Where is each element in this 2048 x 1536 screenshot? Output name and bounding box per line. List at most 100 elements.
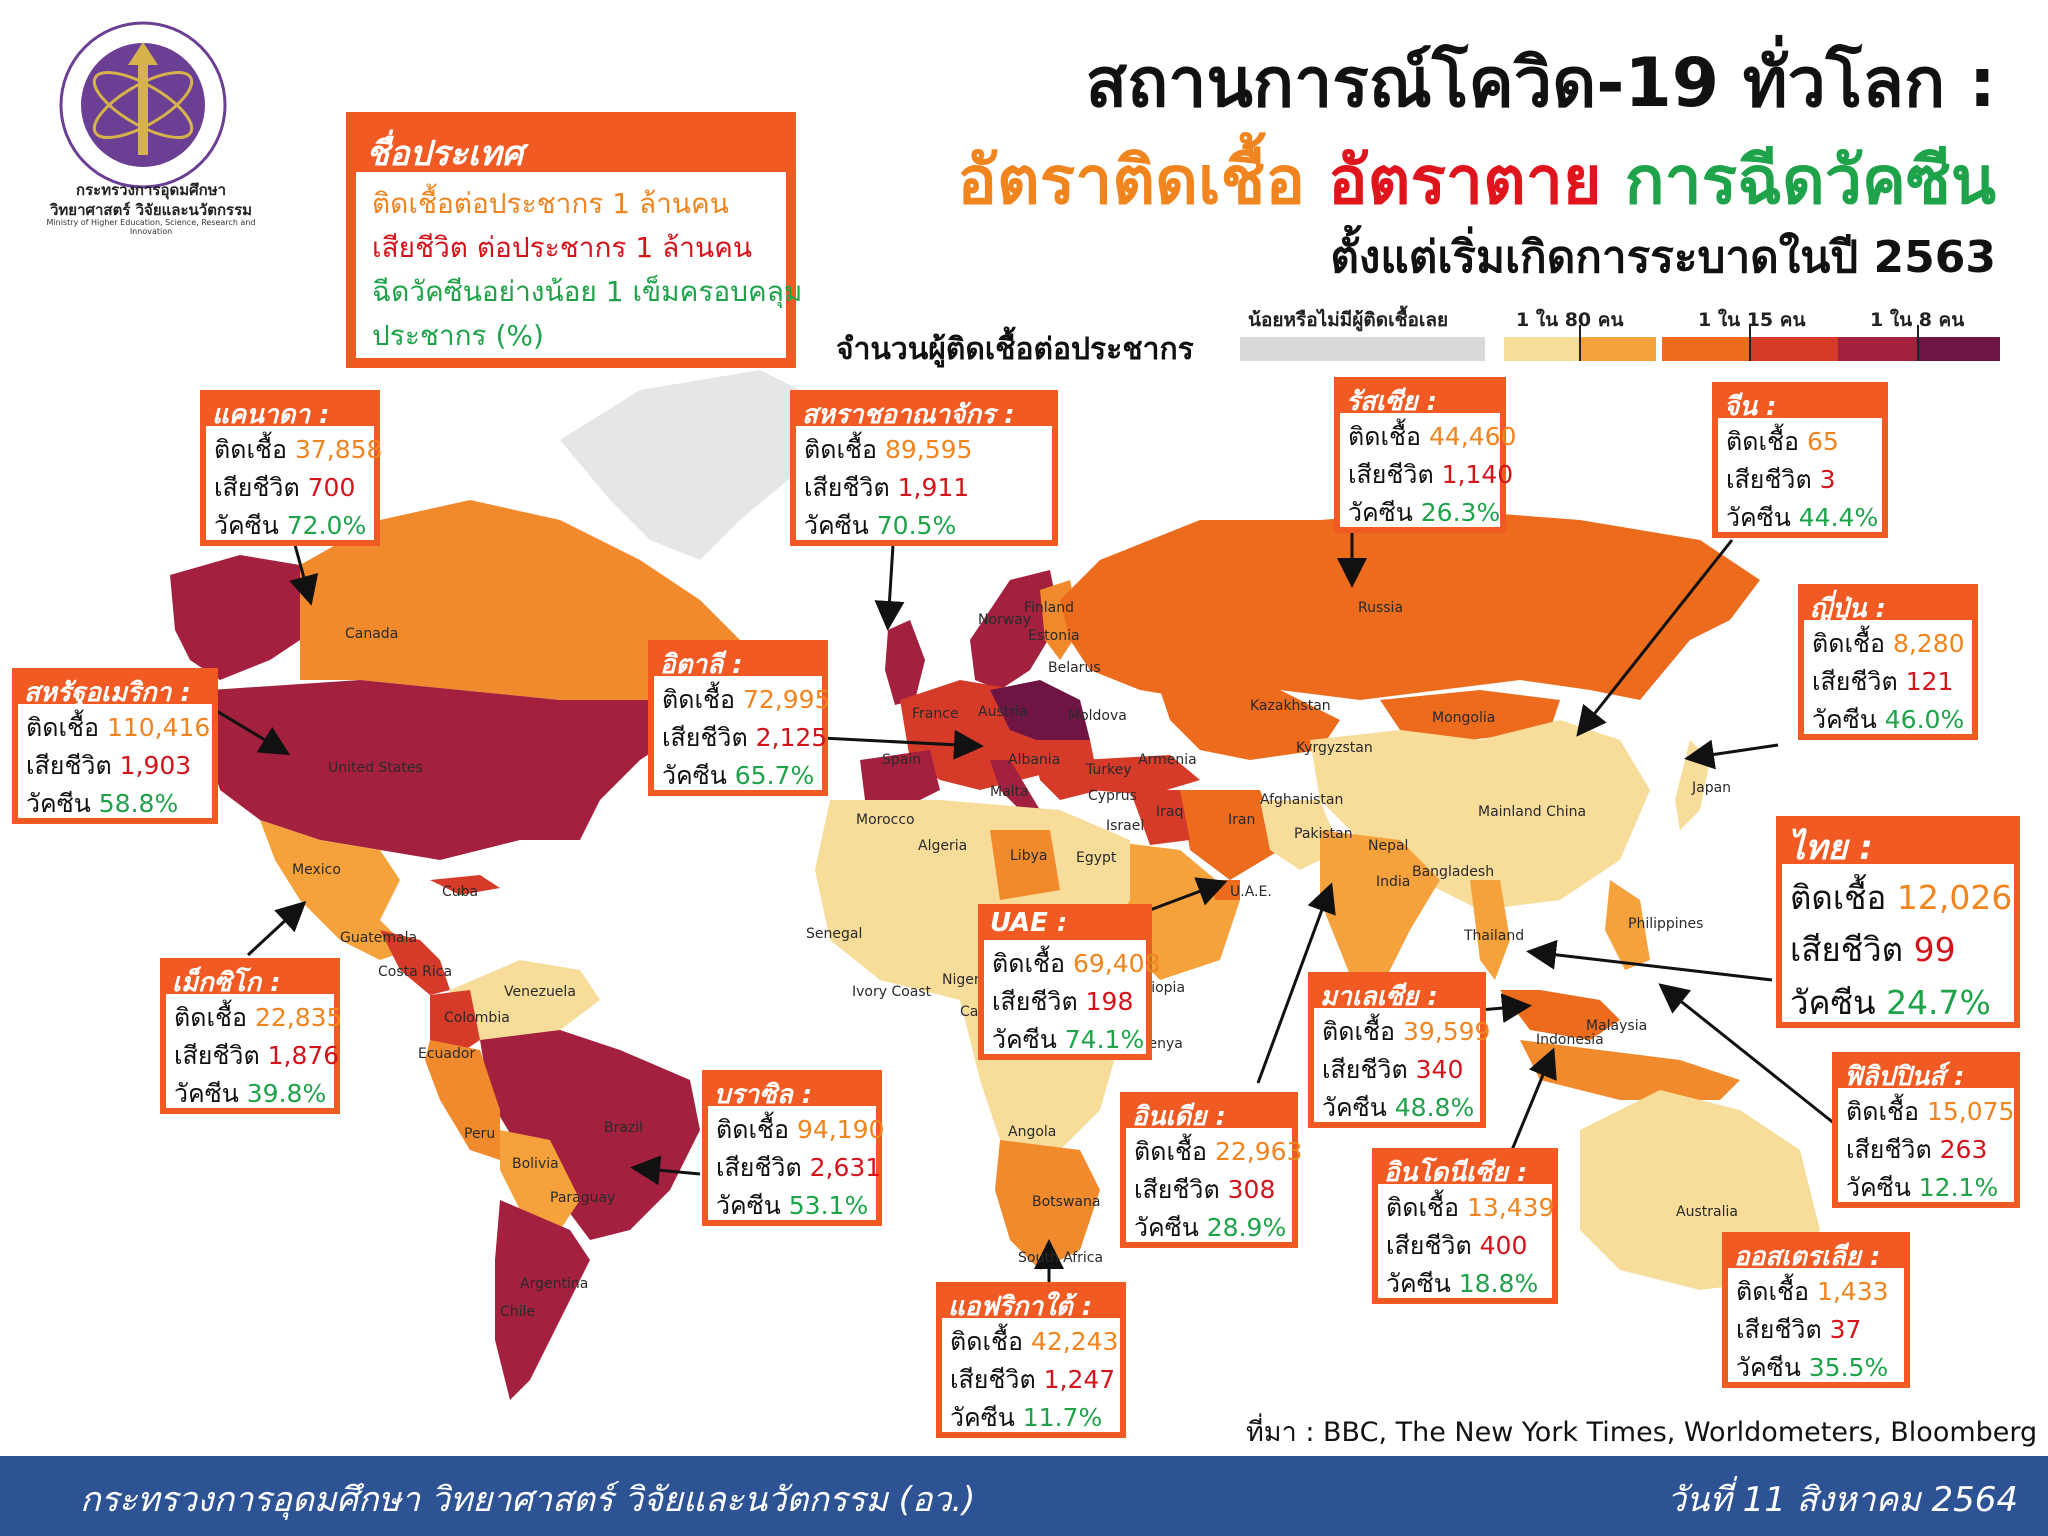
callout-row-value: 48.8%: [1394, 1093, 1475, 1122]
map-label-turkey: Turkey: [1086, 762, 1132, 778]
footer-ministry: กระทรวงการอุดมศึกษา วิทยาศาสตร์ วิจัยและ…: [80, 1480, 976, 1520]
legend-vaccine-line2: ประชากร (%): [372, 319, 544, 352]
callout-vaccine-japan: วัคซีน 46.0%: [1812, 700, 1964, 740]
scale-swatch-1: [1504, 337, 1580, 361]
callout-row-label: วัคซีน: [1348, 498, 1421, 527]
callout-deaths-mexico: เสียชีวิต 1,876: [174, 1036, 339, 1076]
callout-row-label: เสียชีวิต: [662, 723, 756, 752]
arrow-uk: [874, 544, 905, 631]
kazakhstan-shape: [1160, 690, 1340, 760]
iraq-shape: [1130, 790, 1190, 845]
ministry-name-line2: วิทยาศาสตร์ วิจัยและนวัตกรรม: [49, 201, 253, 219]
callout-deaths-australia: เสียชีวิต 37: [1736, 1310, 1861, 1350]
callout-infected-uk: ติดเชื้อ 89,595: [804, 430, 972, 470]
map-label-ecuador: Ecuador: [418, 1046, 476, 1062]
callout-australia: ออสเตรเลีย : ติดเชื้อ 1,433 เสียชีวิต 37 วั…: [1722, 1232, 1910, 1388]
callout-deaths-brazil: เสียชีวิต 2,631: [716, 1148, 881, 1188]
callout-vaccine-indonesia: วัคซีน 18.8%: [1386, 1264, 1538, 1304]
arrow-china: [1576, 539, 1734, 737]
callout-body-russia: ติดเชื้อ 44,460 เสียชีวิต 1,140 วัคซีน 26.…: [1340, 413, 1516, 527]
indonesia-shape: [1520, 1040, 1740, 1100]
map-label-colombia: Colombia: [444, 1010, 510, 1026]
callout-row-value: 44.4%: [1798, 503, 1879, 532]
callout-infected-philippines: ติดเชื้อ 15,075: [1846, 1092, 2014, 1132]
callout-row-value: 1,911: [897, 473, 970, 502]
callout-vaccine-philippines: วัคซีน 12.1%: [1846, 1168, 1998, 1208]
map-label-russia: Russia: [1358, 600, 1404, 616]
callout-row-label: เสียชีวิต: [1134, 1175, 1228, 1204]
callout-row-value: 1,247: [1043, 1365, 1116, 1394]
ministry-name-en: Ministry of Higher Education, Science, R…: [46, 218, 256, 236]
callout-title-india: อินเดีย :: [1132, 1102, 1226, 1132]
map-label-norway: Norway: [978, 612, 1032, 628]
map-label-egypt: Egypt: [1076, 850, 1117, 866]
callout-row-value: 24.7%: [1886, 982, 1991, 1022]
callout-row-value: 15,075: [1926, 1097, 2015, 1126]
legend-deaths: เสียชีวิต ต่อประชากร 1 ล้านคน: [372, 231, 752, 264]
callout-title-japan: ญี่ปุ่น :: [1810, 594, 1886, 624]
mongolia-shape: [1380, 690, 1560, 740]
ministry-logo: [59, 21, 227, 189]
scale-label-80: 1 ใน 80 คน: [1516, 309, 1624, 331]
map-label-albania: Albania: [1008, 752, 1061, 768]
callout-brazil: บราซิล : ติดเชื้อ 94,190 เสียชีวิต 2,631 วั…: [702, 1070, 884, 1226]
callout-row-value: 35.5%: [1808, 1353, 1889, 1382]
legend-vaccine-line1: ฉีดวัคซีนอย่างน้อย 1 เข็มครอบคลุม: [372, 275, 803, 308]
callout-title-canada: แคนาดา :: [212, 400, 330, 430]
brazil-shape: [480, 1030, 700, 1240]
map-label-senegal: Senegal: [806, 926, 863, 942]
callout-deaths-russia: เสียชีวิต 1,140: [1348, 455, 1513, 495]
callout-row-value: 70.5%: [876, 511, 957, 540]
map-label-brazil: Brazil: [604, 1120, 644, 1136]
callout-row-value: 74.1%: [1064, 1025, 1145, 1054]
callout-uae: UAE : ติดเชื้อ 69,408 เสียชีวิต 198 วัคซีน …: [978, 904, 1160, 1060]
map-label-kyrgyzstan: Kyrgyzstan: [1296, 740, 1373, 756]
map-label-armenia: Armenia: [1138, 752, 1197, 768]
callout-row-value: 340: [1415, 1055, 1464, 1084]
callout-row-value: 3: [1819, 465, 1836, 494]
callout-vaccine-uk: วัคซีน 70.5%: [804, 506, 956, 546]
callout-uk: สหราชอาณาจักร : ติดเชื้อ 89,595 เสียชีวิต …: [790, 390, 1058, 546]
map-label-united-states: United States: [328, 760, 423, 776]
callout-row-value: 400: [1479, 1231, 1528, 1260]
callout-row-value: 12.1%: [1918, 1173, 1999, 1202]
callout-row-value: 1,903: [119, 751, 192, 780]
callout-title-philippines: ฟิลิปปินส์ :: [1844, 1062, 1965, 1092]
map-label-israel: Israel: [1106, 818, 1145, 834]
map-label-angola: Angola: [1008, 1124, 1057, 1140]
scale-swatch-3: [1662, 337, 1750, 361]
callout-row-value: 1,433: [1816, 1277, 1889, 1306]
callout-row-value: 46.0%: [1884, 705, 1965, 734]
callout-infected-brazil: ติดเชื้อ 94,190: [716, 1110, 884, 1150]
callout-row-label: ติดเชื้อ: [716, 1115, 797, 1144]
callout-title-malaysia: มาเลเซีย :: [1320, 982, 1438, 1012]
callout-row-value: 198: [1085, 987, 1134, 1016]
callout-deaths-italy: เสียชีวิต 2,125: [662, 718, 827, 758]
pointer-arrows: [214, 532, 1841, 1282]
callout-vaccine-thailand: วัคซีน 24.7%: [1790, 976, 1991, 1029]
callout-southafrica: แอฟริกาใต้ : ติดเชื้อ 42,243 เสียชีวิต 1,2…: [936, 1282, 1126, 1438]
callout-title-uk: สหราชอาณาจักร :: [802, 400, 1015, 430]
uk-shape: [885, 620, 925, 705]
callout-row-label: เสียชีวิต: [716, 1153, 810, 1182]
map-label-costa-rica: Costa Rica: [378, 964, 453, 980]
callout-deaths-indonesia: เสียชีวิต 400: [1386, 1226, 1527, 1266]
map-label-venezuela: Venezuela: [504, 984, 576, 1000]
callout-vaccine-italy: วัคซีน 65.7%: [662, 756, 814, 796]
map-label-finland: Finland: [1024, 600, 1075, 616]
callout-row-value: 2,125: [755, 723, 828, 752]
callout-row-label: วัคซีน: [804, 511, 877, 540]
map-label-austria: Austria: [978, 704, 1028, 720]
callout-row-label: วัคซีน: [174, 1079, 247, 1108]
callout-row-label: เสียชีวิต: [1736, 1315, 1830, 1344]
scale-label-15: 1 ใน 15 คน: [1698, 309, 1806, 331]
map-label-canada: Canada: [345, 626, 399, 642]
callout-row-label: วัคซีน: [1846, 1173, 1919, 1202]
callout-deaths-philippines: เสียชีวิต 263: [1846, 1130, 1987, 1170]
callout-row-label: เสียชีวิต: [26, 751, 120, 780]
callout-infected-russia: ติดเชื้อ 44,460: [1348, 417, 1516, 457]
callout-china: จีน : ติดเชื้อ 65 เสียชีวิต 3 วัคซีน 44.4%: [1712, 382, 1888, 538]
callout-row-label: ติดเชื้อ: [992, 949, 1073, 978]
callout-title-australia: ออสเตรเลีย :: [1734, 1242, 1881, 1272]
arrow-india: [1256, 882, 1336, 1084]
